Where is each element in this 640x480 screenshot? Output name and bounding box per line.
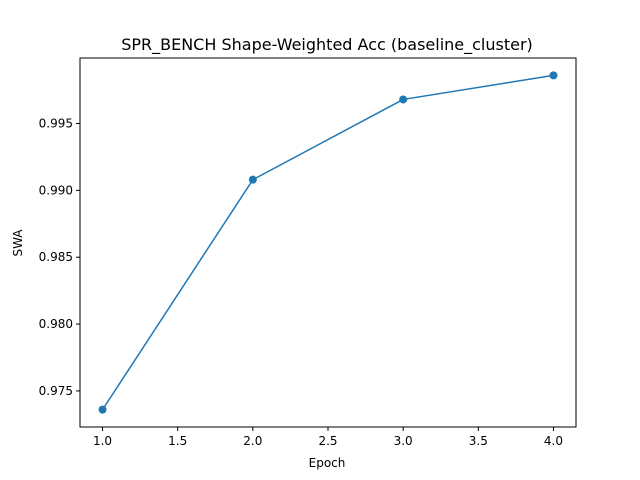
x-axis-label: Epoch (309, 456, 346, 470)
chart-title: SPR_BENCH Shape-Weighted Acc (baseline_c… (121, 35, 533, 55)
x-tick-label: 2.5 (318, 434, 337, 448)
series-line (101, 74, 554, 411)
y-tick-label: 0.990 (39, 183, 73, 197)
y-tick-label: 0.975 (39, 384, 73, 398)
y-tick-label: 0.985 (39, 250, 73, 264)
y-axis-ticks: 0.975 0.980 0.985 0.990 0.995 (39, 117, 80, 398)
x-tick-label: 3.0 (394, 434, 413, 448)
plot-frame (79, 57, 577, 428)
y-axis-label: SWA (11, 229, 25, 257)
x-tick-label: 3.5 (469, 434, 488, 448)
x-tick-label: 4.0 (544, 434, 563, 448)
x-tick-label: 2.0 (243, 434, 262, 448)
data-point (549, 71, 558, 80)
x-tick-label: 1.5 (168, 434, 187, 448)
data-point (399, 95, 408, 104)
data-point (248, 175, 257, 184)
x-axis-ticks: 1.0 1.5 2.0 2.5 3.0 3.5 4.0 (93, 427, 563, 448)
y-tick-label: 0.980 (39, 317, 73, 331)
x-tick-label: 1.0 (93, 434, 112, 448)
plot-area-series (98, 71, 558, 414)
data-point (98, 405, 107, 414)
y-tick-label: 0.995 (39, 117, 73, 131)
